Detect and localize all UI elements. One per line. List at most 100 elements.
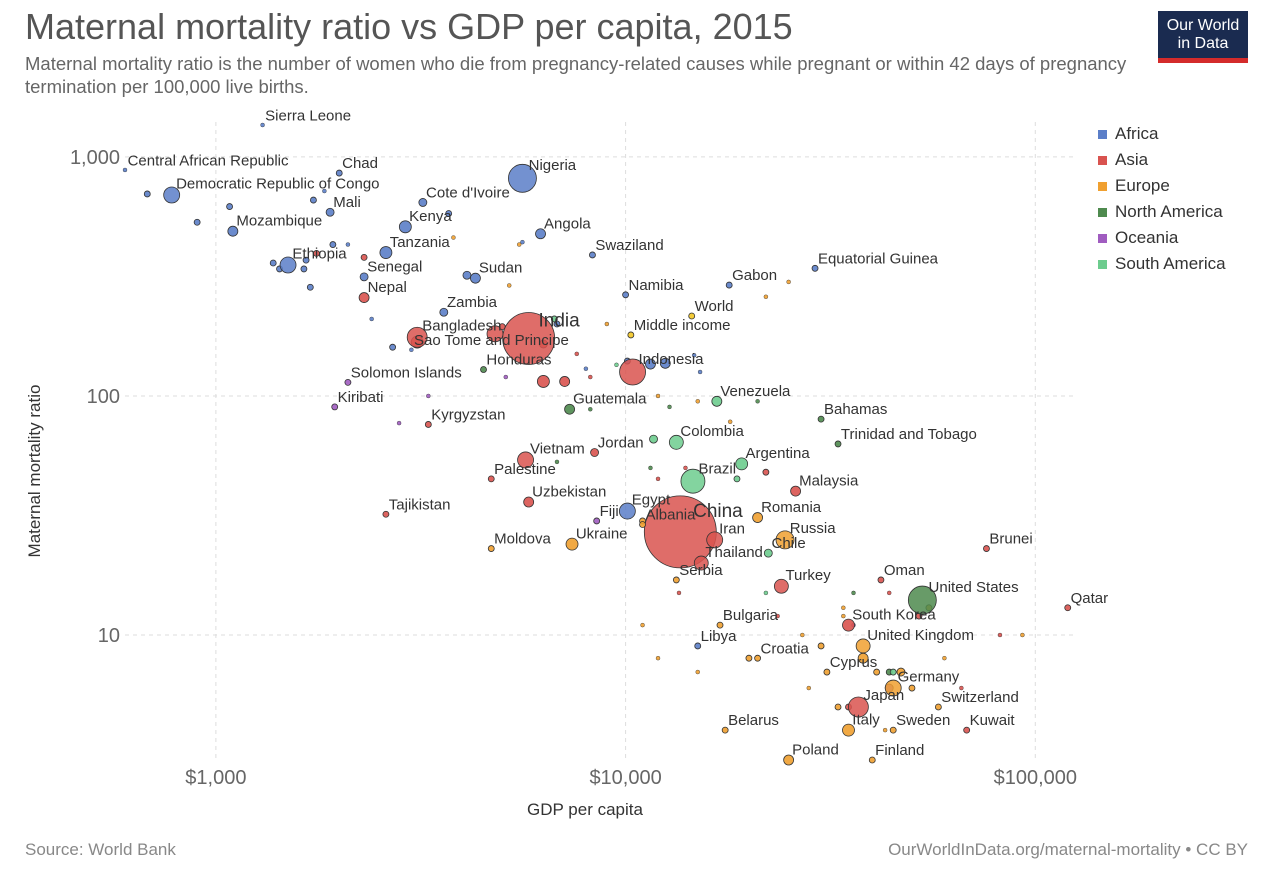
country-point-mozambique[interactable] (227, 225, 239, 237)
country-point[interactable] (329, 241, 337, 248)
country-point-palestine[interactable] (487, 475, 495, 483)
owid-logo[interactable]: Our World in Data (1158, 11, 1248, 63)
country-point-belarus[interactable] (721, 726, 729, 734)
country-point-gabon[interactable] (725, 281, 733, 289)
country-point-moldova[interactable] (487, 545, 495, 552)
country-point-nigeria[interactable] (508, 163, 537, 193)
country-point-namibia[interactable] (622, 291, 629, 299)
country-point[interactable] (755, 399, 760, 404)
country-point[interactable] (462, 270, 472, 280)
country-point[interactable] (817, 642, 825, 650)
country-point[interactable] (517, 242, 522, 247)
country-point[interactable] (695, 399, 700, 404)
country-point-tanzania[interactable] (379, 246, 393, 259)
country-point-bangladesh[interactable] (406, 326, 428, 348)
country-point[interactable] (588, 407, 593, 412)
country-point[interactable] (806, 685, 811, 691)
country-point[interactable] (841, 605, 846, 610)
country-point-malaysia[interactable] (790, 485, 802, 497)
country-point-kenya[interactable] (398, 220, 412, 234)
country-point-united-kingdom[interactable] (855, 638, 871, 654)
country-point[interactable] (389, 343, 397, 351)
country-point-brunei[interactable] (983, 545, 990, 552)
country-point[interactable] (659, 357, 671, 369)
country-point[interactable] (763, 590, 769, 596)
country-point[interactable] (667, 404, 672, 410)
country-point-mali[interactable] (325, 207, 335, 217)
country-point-egypt[interactable] (618, 502, 636, 520)
country-point[interactable] (695, 669, 700, 675)
country-point[interactable] (226, 203, 233, 210)
country-point-honduras[interactable] (480, 366, 487, 373)
country-point-turkey[interactable] (773, 578, 789, 594)
country-point-central-african-republic[interactable] (122, 167, 128, 173)
country-point-democratic-republic-of-congo[interactable] (163, 186, 181, 204)
country-point[interactable] (762, 468, 770, 476)
country-point-sweden[interactable] (889, 726, 897, 734)
country-point[interactable] (604, 321, 610, 327)
country-point[interactable] (445, 210, 453, 217)
country-point[interactable] (310, 196, 317, 204)
country-point[interactable] (306, 283, 314, 291)
country-point-chad[interactable] (335, 169, 343, 177)
country-point-angola[interactable] (535, 228, 546, 240)
country-point-colombia[interactable] (668, 434, 684, 450)
country-point-india[interactable] (502, 312, 556, 365)
country-point-jordan[interactable] (590, 448, 599, 457)
country-point-bulgaria[interactable] (716, 621, 724, 629)
country-point[interactable] (676, 590, 682, 596)
country-point[interactable] (655, 655, 661, 661)
country-point-russia[interactable] (775, 530, 795, 550)
country-point-croatia[interactable] (754, 654, 762, 662)
country-point[interactable] (648, 465, 653, 471)
country-point-trinidad-and-tobago[interactable] (834, 440, 842, 448)
country-point-zambia[interactable] (439, 307, 449, 317)
legend-item-europe[interactable]: Europe (1098, 173, 1226, 199)
country-point[interactable] (691, 353, 697, 358)
country-point[interactable] (942, 655, 947, 661)
country-point-poland[interactable] (783, 754, 795, 766)
country-point[interactable] (745, 654, 753, 662)
country-point[interactable] (775, 613, 780, 619)
country-point[interactable] (550, 315, 558, 323)
country-point-united-states[interactable] (907, 585, 937, 615)
country-point-senegal[interactable] (359, 272, 369, 282)
country-point[interactable] (345, 242, 351, 247)
legend-item-north-america[interactable]: North America (1098, 199, 1226, 225)
country-point-middle-income[interactable] (627, 331, 635, 339)
country-point[interactable] (322, 188, 327, 194)
legend-item-south-america[interactable]: South America (1098, 251, 1226, 277)
country-point-ukraine[interactable] (565, 537, 579, 551)
country-point-indonesia[interactable] (619, 358, 646, 386)
country-point[interactable] (645, 358, 656, 370)
country-point-thailand[interactable] (693, 555, 709, 571)
country-point-equatorial-guinea[interactable] (811, 264, 819, 272)
country-point[interactable] (997, 632, 1003, 638)
country-point-world[interactable] (688, 312, 696, 320)
country-point-nepal[interactable] (358, 292, 370, 303)
country-point[interactable] (786, 279, 791, 285)
legend-item-africa[interactable]: Africa (1098, 121, 1226, 147)
country-point[interactable] (554, 459, 560, 465)
country-point-kuwait[interactable] (963, 726, 971, 734)
country-point-ethiopia[interactable] (279, 256, 297, 274)
country-point-kiribati[interactable] (331, 403, 339, 411)
country-point-vietnam[interactable] (517, 451, 534, 469)
legend-item-asia[interactable]: Asia (1098, 147, 1226, 173)
country-point-kyrgyzstan[interactable] (424, 421, 432, 428)
legend-item-oceania[interactable]: Oceania (1098, 225, 1226, 251)
country-point[interactable] (574, 351, 579, 357)
country-point[interactable] (536, 375, 550, 388)
credit-link[interactable]: OurWorldInData.org/maternal-mortality • … (888, 840, 1248, 859)
country-point-libya[interactable] (694, 642, 702, 650)
country-point[interactable] (683, 465, 688, 471)
country-point-finland[interactable] (868, 756, 876, 764)
country-point-albania[interactable] (639, 521, 646, 528)
country-point[interactable] (882, 727, 888, 733)
country-point[interactable] (873, 668, 881, 676)
country-point[interactable] (640, 622, 645, 628)
country-point[interactable] (896, 667, 906, 677)
country-point-oman[interactable] (877, 576, 885, 584)
country-point-japan[interactable] (847, 696, 869, 718)
country-point[interactable] (507, 283, 512, 288)
